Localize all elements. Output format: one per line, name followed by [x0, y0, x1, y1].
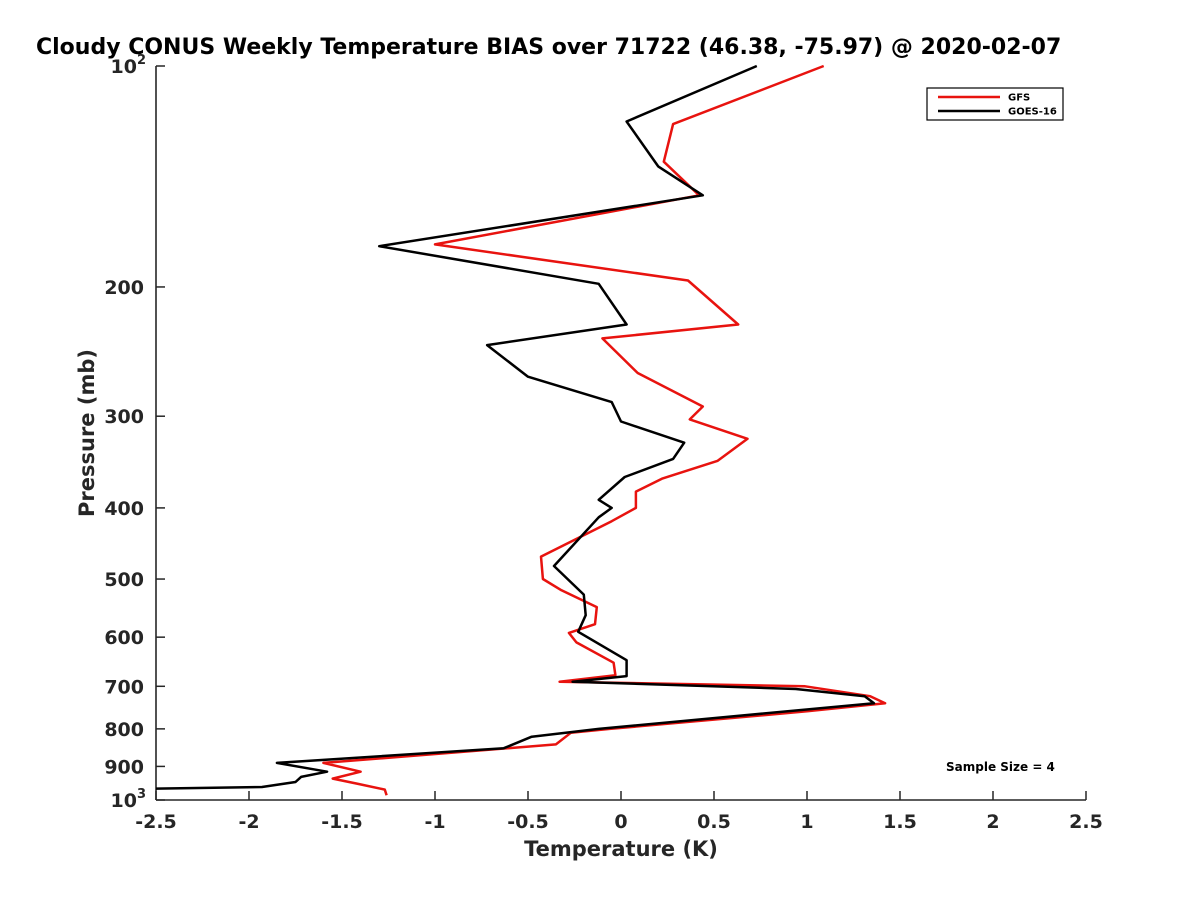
y-axis-ticks: 102 200 300 400 500 600 700 800 900 103 [104, 53, 165, 812]
y-tick-label: 900 [104, 756, 144, 778]
y-tick-label: 400 [104, 498, 144, 520]
x-tick-label: 2.5 [1069, 811, 1103, 833]
y-tick-label: 800 [104, 719, 144, 741]
x-tick-label: 0.5 [697, 811, 731, 833]
legend: GFS GOES-16 [926, 87, 1064, 121]
y-tick-label: 300 [104, 406, 144, 428]
x-tick-label: 0 [614, 811, 627, 833]
x-tick-label: -2.5 [135, 811, 177, 833]
x-tick-label: 1.5 [883, 811, 917, 833]
x-tick-label: -2 [238, 811, 259, 833]
x-tick-label: -0.5 [507, 811, 549, 833]
y-tick-label: 700 [104, 676, 144, 698]
series-line-goes16 [155, 64, 876, 790]
chart-title: Cloudy CONUS Weekly Temperature BIAS ove… [36, 35, 1061, 60]
x-tick-label: -1.5 [321, 811, 363, 833]
x-axis-ticks: -2.5 -2 -1.5 -1 -0.5 0 0.5 1 1.5 2 2.5 [135, 791, 1103, 833]
y-tick-label: 500 [104, 569, 144, 591]
x-axis-label: Temperature (K) [524, 837, 718, 861]
legend-box [926, 87, 1064, 121]
y-tick-label: 103 [111, 787, 147, 812]
x-axis: -2.5 -2 -1.5 -1 -0.5 0 0.5 1 1.5 2 2.5 [135, 791, 1103, 833]
y-axis: 102 200 300 400 500 600 700 800 900 103 [104, 53, 165, 812]
series-layer [155, 64, 887, 796]
legend-label-goes16: GOES-16 [1008, 107, 1057, 118]
x-tick-label: 1 [800, 811, 813, 833]
y-tick-label: 600 [104, 627, 144, 649]
sample-size-annotation: Sample Size = 4 [946, 760, 1055, 774]
y-axis-label: Pressure (mb) [75, 349, 99, 517]
x-tick-label: -1 [424, 811, 445, 833]
y-tick-label: 200 [104, 277, 144, 299]
y-tick-label: 102 [111, 53, 147, 78]
legend-label-gfs: GFS [1008, 93, 1030, 104]
series-line-gfs [322, 64, 887, 796]
x-tick-label: 2 [986, 811, 999, 833]
